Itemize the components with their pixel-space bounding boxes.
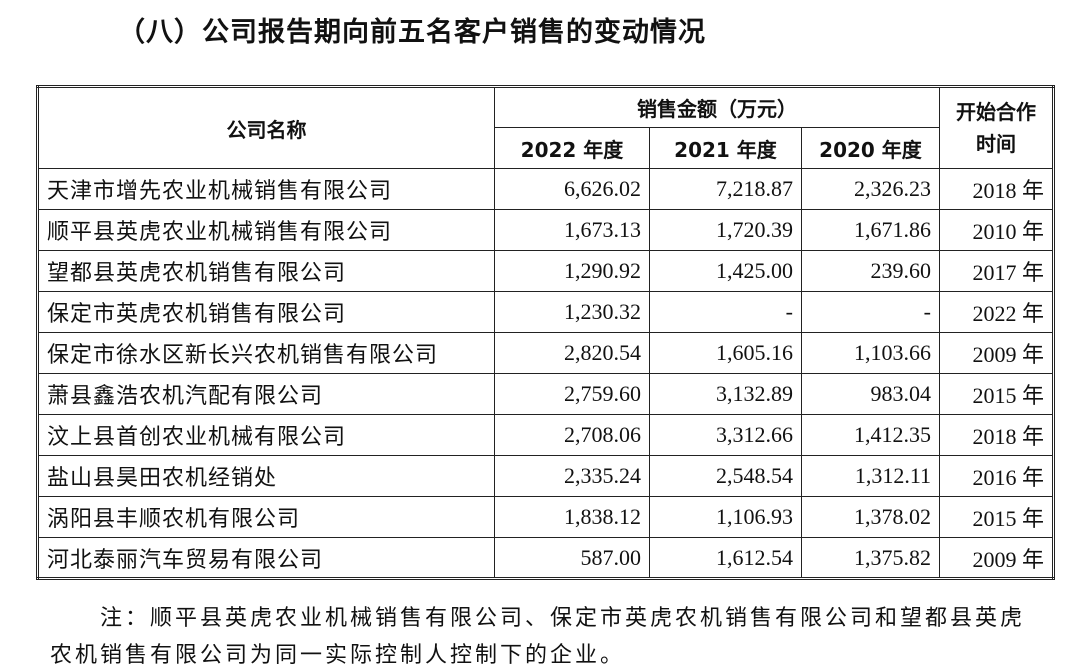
start-year: 2015 年 <box>939 373 1054 415</box>
company-name: 河北泰丽汽车贸易有限公司 <box>37 537 495 579</box>
start-year: 2015 年 <box>939 496 1054 538</box>
sales-amount: 983.04 <box>801 373 940 415</box>
start-year: 2022 年 <box>939 291 1054 333</box>
start-year: 2018 年 <box>939 168 1054 210</box>
start-year: 2009 年 <box>939 537 1054 579</box>
sales-amount: 2,548.54 <box>649 455 802 497</box>
sales-amount: 1,671.86 <box>801 209 940 251</box>
table-row: 汶上县首创农业机械有限公司 2,708.06 3,312.66 1,412.35 201… <box>37 414 1054 456</box>
sales-amount: 3,132.89 <box>649 373 802 415</box>
company-name: 望都县英虎农机销售有限公司 <box>37 250 495 292</box>
table-row: 盐山县昊田农机经销处 2,335.24 2,548.54 1,312.11 2016 年 <box>37 455 1054 497</box>
company-name: 天津市增先农业机械销售有限公司 <box>37 168 495 210</box>
sales-amount: - <box>801 291 940 333</box>
start-year: 2018 年 <box>939 414 1054 456</box>
start-year: 2016 年 <box>939 455 1054 497</box>
table-row: 萧县鑫浩农机汽配有限公司 2,759.60 3,132.89 983.04 2015 年 <box>37 373 1054 415</box>
sales-amount: 1,838.12 <box>494 496 650 538</box>
sales-amount: 1,605.16 <box>649 332 802 374</box>
table-row: 保定市徐水区新长兴农机销售有限公司 2,820.54 1,605.16 1,103.6… <box>37 332 1054 374</box>
table-row: 涡阳县丰顺农机有限公司 1,838.12 1,106.93 1,378.02 2015 … <box>37 496 1054 538</box>
note-line: 农机销售有限公司为同一实际控制人控制下的企业。 <box>50 642 626 667</box>
start-year: 2017 年 <box>939 250 1054 292</box>
customer-table: 公司名称 销售金额（万元） 开始合作时间 2022 年度 2021 年度 2020 … <box>36 85 1055 580</box>
header-start: 开始合作时间 <box>939 86 1054 169</box>
sales-amount: 1,378.02 <box>801 496 940 538</box>
sales-amount: 1,425.00 <box>649 250 802 292</box>
header-year: 2020 年度 <box>801 127 940 169</box>
sales-amount: 7,218.87 <box>649 168 802 210</box>
header-sales: 销售金额（万元） <box>494 86 940 128</box>
sales-amount: 2,326.23 <box>801 168 940 210</box>
sales-amount: 1,412.35 <box>801 414 940 456</box>
company-name: 涡阳县丰顺农机有限公司 <box>37 496 495 538</box>
company-name: 保定市徐水区新长兴农机销售有限公司 <box>37 332 495 374</box>
sales-amount: 587.00 <box>494 537 650 579</box>
header-name: 公司名称 <box>37 86 495 169</box>
note-line: 注：顺平县英虎农业机械销售有限公司、保定市英虎农机销售有限公司和望都县英虎 <box>100 605 1026 630</box>
sales-amount: 239.60 <box>801 250 940 292</box>
sales-amount: - <box>649 291 802 333</box>
table-row: 顺平县英虎农业机械销售有限公司 1,673.13 1,720.39 1,671.86 2… <box>37 209 1054 251</box>
table-row: 保定市英虎农机销售有限公司 1,230.32- -2022 年 <box>37 291 1054 333</box>
table-row: 天津市增先农业机械销售有限公司 6,626.02 7,218.87 2,326.23 2… <box>37 168 1054 210</box>
sales-amount: 2,708.06 <box>494 414 650 456</box>
sales-amount: 3,312.66 <box>649 414 802 456</box>
company-name: 保定市英虎农机销售有限公司 <box>37 291 495 333</box>
sales-amount: 1,312.11 <box>801 455 940 497</box>
sales-amount: 1,290.92 <box>494 250 650 292</box>
start-year: 2010 年 <box>939 209 1054 251</box>
sales-amount: 1,720.39 <box>649 209 802 251</box>
title: （八）公司报告期向前五名客户销售的变动情况 <box>118 17 706 48</box>
sales-amount: 1,106.93 <box>649 496 802 538</box>
company-name: 顺平县英虎农业机械销售有限公司 <box>37 209 495 251</box>
sales-amount: 2,335.24 <box>494 455 650 497</box>
sales-amount: 1,612.54 <box>649 537 802 579</box>
sales-amount: 1,103.66 <box>801 332 940 374</box>
sales-amount: 1,375.82 <box>801 537 940 579</box>
company-name: 盐山县昊田农机经销处 <box>37 455 495 497</box>
table-row: 河北泰丽汽车贸易有限公司 587.00 1,612.54 1,375.82 2009 年 <box>37 537 1054 579</box>
company-name: 汶上县首创农业机械有限公司 <box>37 414 495 456</box>
sales-amount: 2,759.60 <box>494 373 650 415</box>
sales-amount: 6,626.02 <box>494 168 650 210</box>
table-row: 望都县英虎农机销售有限公司 1,290.92 1,425.00 239.60 2017 … <box>37 250 1054 292</box>
sales-amount: 1,673.13 <box>494 209 650 251</box>
sales-amount: 1,230.32 <box>494 291 650 333</box>
header-year: 2021 年度 <box>649 127 802 169</box>
header-year: 2022 年度 <box>494 127 650 169</box>
start-year: 2009 年 <box>939 332 1054 374</box>
sales-amount: 2,820.54 <box>494 332 650 374</box>
company-name: 萧县鑫浩农机汽配有限公司 <box>37 373 495 415</box>
